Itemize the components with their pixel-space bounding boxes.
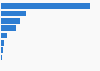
Bar — [1, 3, 90, 9]
Bar — [1, 33, 7, 38]
Bar — [1, 18, 20, 24]
Bar — [1, 40, 4, 46]
Bar — [1, 11, 26, 16]
Bar — [1, 25, 16, 31]
Bar — [1, 47, 3, 53]
Bar — [1, 55, 2, 60]
